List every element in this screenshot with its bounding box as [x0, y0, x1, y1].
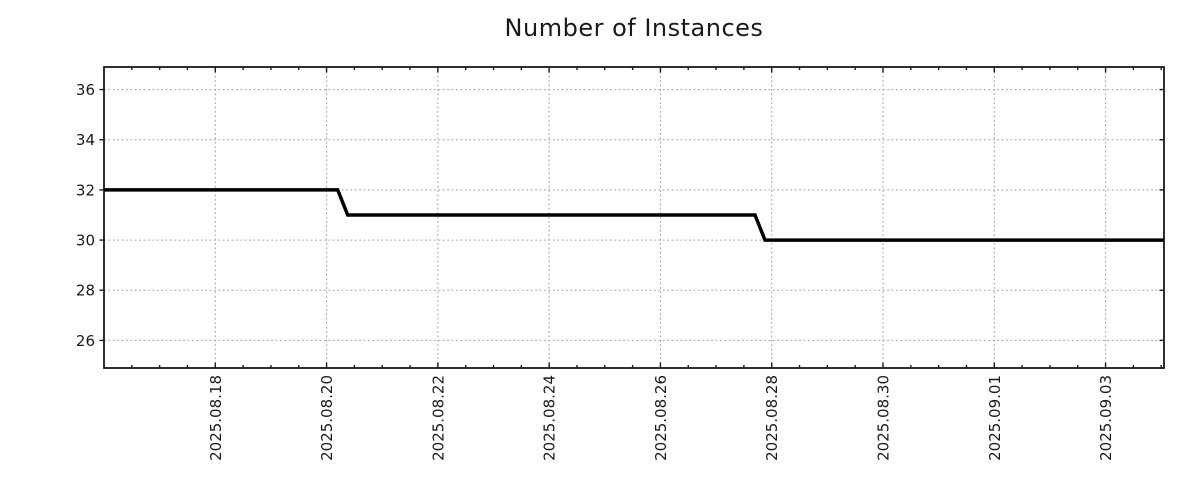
x-tick-label: 2025.08.28: [763, 375, 781, 461]
x-tick-label: 2025.08.26: [652, 375, 670, 461]
series-line: [104, 188, 1164, 242]
x-tick-label: 2025.08.24: [541, 375, 559, 461]
tick-marks: [99, 67, 1164, 368]
gridlines: [104, 67, 1164, 368]
y-tick-label: 32: [76, 181, 95, 199]
y-tick-label: 36: [76, 81, 95, 99]
y-tick-label: 28: [76, 282, 95, 300]
y-tick-labels: 26 28 30 32 34 36: [76, 81, 95, 350]
plot-border: [103, 66, 1165, 369]
y-tick-label: 30: [76, 232, 95, 250]
x-tick-labels: 2025.08.18 2025.08.20 2025.08.22 2025.08.24…: [207, 375, 1115, 461]
x-tick-label: 2025.08.30: [875, 375, 893, 461]
x-tick-label: 2025.08.18: [207, 375, 225, 461]
chart-title: Number of Instances: [504, 14, 764, 42]
x-tick-label: 2025.08.22: [429, 375, 447, 461]
y-tick-label: 34: [76, 131, 95, 149]
x-tick-label: 2025.08.20: [318, 375, 336, 461]
x-tick-label: 2025.09.01: [986, 375, 1004, 461]
y-tick-label: 26: [76, 332, 95, 350]
x-tick-label: 2025.09.03: [1097, 375, 1115, 461]
